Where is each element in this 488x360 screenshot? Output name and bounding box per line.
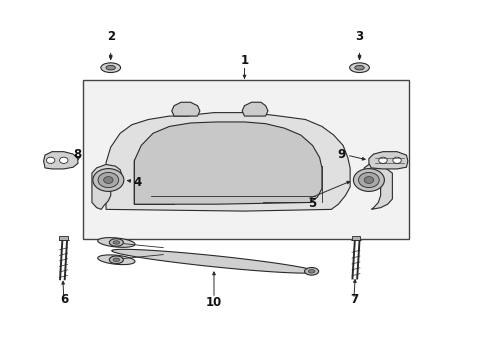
Circle shape (378, 157, 386, 163)
Circle shape (364, 176, 373, 184)
Circle shape (358, 172, 379, 188)
Text: 5: 5 (307, 197, 315, 210)
Text: 10: 10 (205, 296, 222, 309)
Text: 8: 8 (73, 148, 81, 161)
Ellipse shape (101, 63, 121, 72)
Circle shape (46, 157, 55, 163)
Circle shape (353, 168, 384, 192)
Circle shape (392, 157, 401, 163)
Ellipse shape (109, 239, 123, 246)
Circle shape (60, 157, 68, 163)
Text: 1: 1 (240, 54, 248, 67)
Bar (59, 236, 68, 240)
Circle shape (93, 168, 123, 192)
Ellipse shape (106, 66, 115, 70)
Text: 7: 7 (349, 293, 357, 306)
Circle shape (103, 176, 113, 184)
Polygon shape (98, 238, 135, 247)
Ellipse shape (349, 63, 368, 72)
Text: 3: 3 (355, 31, 363, 44)
Polygon shape (242, 102, 267, 116)
Polygon shape (106, 113, 349, 211)
Polygon shape (43, 152, 78, 169)
Text: 9: 9 (337, 148, 345, 161)
Ellipse shape (308, 270, 314, 273)
Ellipse shape (354, 66, 364, 70)
Bar (351, 236, 360, 240)
Text: 2: 2 (106, 31, 115, 44)
Bar (82, 80, 408, 239)
Text: 6: 6 (61, 293, 69, 306)
Ellipse shape (113, 258, 120, 261)
Polygon shape (112, 249, 316, 273)
Polygon shape (98, 255, 135, 265)
Ellipse shape (304, 267, 318, 275)
Ellipse shape (113, 241, 120, 244)
Polygon shape (368, 152, 407, 169)
Text: 4: 4 (133, 176, 141, 189)
Polygon shape (171, 102, 200, 116)
Ellipse shape (109, 256, 123, 264)
Circle shape (98, 172, 119, 188)
Polygon shape (364, 165, 391, 210)
Polygon shape (92, 165, 122, 210)
Polygon shape (134, 122, 321, 204)
